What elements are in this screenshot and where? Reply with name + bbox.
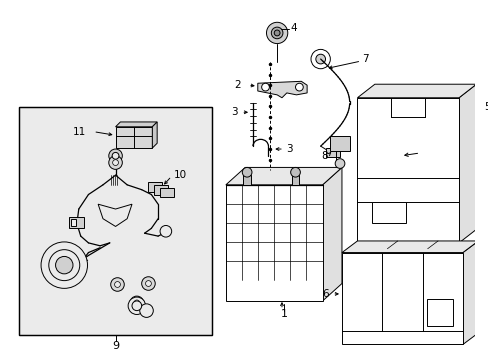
Polygon shape: [357, 98, 458, 243]
Circle shape: [242, 167, 251, 177]
Bar: [426, 298, 452, 326]
Circle shape: [145, 281, 151, 287]
Circle shape: [140, 304, 153, 318]
Circle shape: [108, 149, 122, 163]
Polygon shape: [115, 127, 152, 148]
Circle shape: [290, 167, 300, 177]
Text: 11: 11: [73, 127, 86, 137]
Circle shape: [132, 301, 142, 311]
Polygon shape: [330, 136, 349, 151]
Bar: [243, 175, 250, 185]
Text: 8: 8: [320, 151, 327, 161]
Circle shape: [108, 156, 122, 169]
Circle shape: [160, 225, 171, 237]
Circle shape: [266, 22, 287, 44]
Bar: [154, 185, 167, 194]
Circle shape: [271, 27, 283, 39]
Circle shape: [315, 54, 325, 64]
Polygon shape: [462, 241, 477, 345]
Circle shape: [261, 83, 269, 91]
Polygon shape: [98, 204, 132, 226]
Circle shape: [110, 278, 124, 291]
Text: 7: 7: [362, 54, 368, 64]
Circle shape: [41, 242, 87, 288]
Circle shape: [128, 297, 145, 315]
Bar: [71, 219, 76, 226]
Polygon shape: [322, 167, 341, 301]
Bar: [371, 202, 405, 222]
Circle shape: [56, 256, 73, 274]
Text: 9: 9: [112, 341, 119, 351]
Polygon shape: [341, 253, 462, 345]
Bar: [326, 148, 339, 157]
Polygon shape: [152, 122, 157, 148]
Polygon shape: [341, 241, 477, 253]
Text: 3: 3: [230, 107, 237, 117]
Bar: [291, 175, 299, 185]
Text: 2: 2: [234, 80, 241, 90]
Circle shape: [142, 277, 155, 290]
Bar: [19, 107, 212, 335]
Circle shape: [310, 49, 330, 69]
Polygon shape: [225, 185, 322, 301]
Circle shape: [49, 250, 80, 281]
Circle shape: [112, 160, 118, 166]
Bar: [19, 107, 212, 335]
Text: 3: 3: [285, 144, 292, 154]
Polygon shape: [257, 81, 306, 98]
Text: 10: 10: [173, 170, 186, 180]
Circle shape: [334, 159, 344, 168]
Polygon shape: [115, 122, 157, 127]
Circle shape: [112, 152, 119, 159]
Bar: [148, 182, 162, 192]
Circle shape: [274, 30, 280, 36]
Circle shape: [114, 282, 120, 287]
Text: 1: 1: [280, 310, 287, 319]
Bar: [160, 188, 173, 197]
Circle shape: [295, 83, 303, 91]
Circle shape: [130, 296, 143, 310]
Polygon shape: [458, 84, 475, 243]
Text: 6: 6: [321, 289, 328, 299]
Circle shape: [134, 300, 140, 306]
Text: 4: 4: [290, 23, 297, 33]
Polygon shape: [357, 84, 475, 98]
Bar: [69, 217, 83, 228]
Text: 5: 5: [483, 103, 488, 112]
Polygon shape: [225, 167, 341, 185]
